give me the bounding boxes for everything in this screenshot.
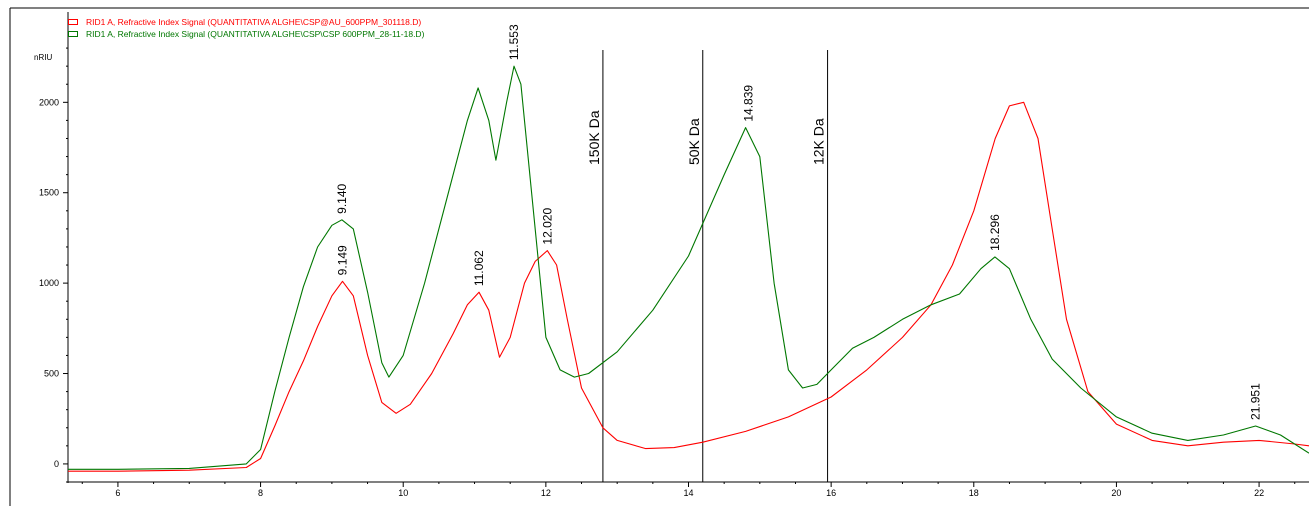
peak-label: 11.062 — [472, 250, 486, 286]
series-line — [68, 101, 1309, 472]
legend-label: RID1 A, Refractive Index Signal (QUANTIT… — [86, 29, 425, 39]
peak-label: 14.839 — [741, 85, 755, 122]
legend-entry: RID1 A, Refractive Index Signal (QUANTIT… — [68, 16, 424, 28]
x-tick-label: 20 — [1111, 488, 1121, 498]
marker-lines: 150K Da 50K Da 12K Da — [586, 50, 829, 482]
x-tick-label: 6 — [115, 488, 120, 498]
y-axis-label: nRIU — [34, 53, 53, 62]
x-tick-label: 8 — [258, 488, 263, 498]
series-lines — [68, 65, 1309, 472]
x-tick-label: 18 — [969, 488, 979, 498]
x-tick-label: 22 — [1254, 488, 1264, 498]
y-tick-label: 1000 — [39, 278, 59, 288]
marker-label: 150K Da — [586, 110, 602, 165]
peak-label: 11.553 — [507, 24, 521, 60]
y-tick-label: 500 — [44, 369, 59, 379]
marker-label: 12K Da — [811, 118, 827, 165]
peak-label: 9.149 — [336, 245, 350, 275]
marker-label: 50K Da — [686, 118, 702, 165]
legend-swatch — [68, 19, 78, 25]
peak-label: 9.140 — [335, 183, 349, 213]
x-tick-label: 14 — [683, 488, 693, 498]
series-line — [68, 65, 1309, 470]
legend-swatch — [68, 31, 78, 37]
axes: 0 500 1000 1500 2000 6 8 10 12 14 16 18 20 22 — [9, 7, 1309, 506]
x-tick-label: 16 — [826, 488, 836, 498]
peak-label: 12.020 — [540, 208, 554, 245]
legend-entry: RID1 A, Refractive Index Signal (QUANTIT… — [68, 28, 424, 40]
legend-label: RID1 A, Refractive Index Signal (QUANTIT… — [86, 17, 422, 27]
y-tick-label: 2000 — [39, 97, 59, 107]
x-tick-label: 10 — [398, 488, 408, 498]
peak-annotations: 9.149 9.140 11.062 11.553 12.020 14.839 18.296… — [335, 24, 1263, 420]
y-tick-label: 1500 — [39, 188, 59, 198]
y-tick-label: 0 — [54, 459, 59, 469]
x-tick-label: 12 — [541, 488, 551, 498]
legend: RID1 A, Refractive Index Signal (QUANTIT… — [68, 16, 424, 40]
peak-label: 18.296 — [988, 214, 1002, 251]
peak-label: 21.951 — [1249, 383, 1263, 420]
